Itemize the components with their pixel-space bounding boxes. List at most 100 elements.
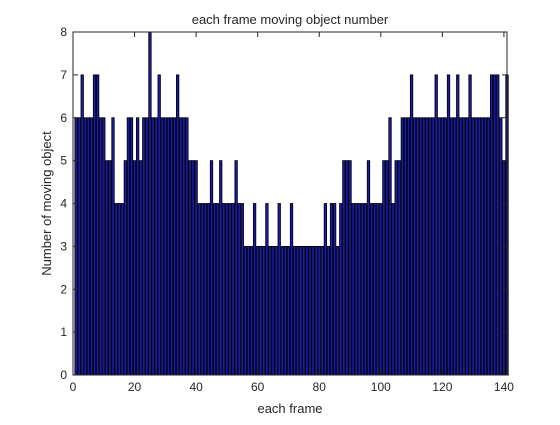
bar — [176, 74, 180, 376]
bar — [351, 203, 355, 376]
bar — [363, 203, 368, 376]
bar — [431, 117, 435, 376]
bar — [456, 74, 460, 376]
bar — [179, 117, 183, 376]
bar — [271, 245, 275, 376]
bar — [462, 117, 466, 376]
bar — [292, 245, 297, 376]
bar — [465, 117, 469, 376]
bar — [123, 160, 127, 376]
bar — [246, 245, 251, 376]
bar — [428, 117, 432, 376]
x-tick-label: 140 — [494, 380, 514, 394]
bar — [148, 31, 152, 376]
bar — [434, 74, 438, 376]
bar — [379, 203, 383, 376]
bar — [480, 117, 485, 376]
y-tick-label: 2 — [60, 282, 67, 296]
bar — [160, 117, 164, 376]
bar — [320, 245, 324, 376]
bar — [305, 245, 309, 376]
bar — [126, 117, 131, 376]
y-tick-label: 1 — [60, 325, 67, 339]
x-tick-label: 20 — [128, 380, 142, 394]
bar — [425, 117, 429, 376]
bar — [203, 203, 207, 376]
bar — [280, 245, 284, 376]
bar — [209, 160, 214, 376]
x-tick-label: 100 — [371, 380, 391, 394]
bar — [182, 117, 186, 376]
bar — [259, 245, 263, 376]
bar — [80, 74, 84, 376]
bar — [440, 117, 444, 376]
bar — [474, 117, 478, 376]
bar — [219, 160, 223, 376]
x-tick-label: 80 — [313, 380, 327, 394]
bar — [231, 203, 235, 376]
bar — [188, 160, 192, 376]
bar — [499, 117, 503, 376]
bar — [172, 117, 177, 376]
bar — [129, 117, 134, 376]
bar — [283, 245, 288, 376]
bar — [243, 245, 247, 376]
bar — [419, 117, 423, 376]
bar — [416, 117, 420, 376]
bar — [77, 117, 81, 376]
bar — [345, 160, 349, 376]
bar — [212, 203, 217, 376]
x-tick-label: 0 — [70, 380, 77, 394]
bar — [489, 74, 494, 376]
bar — [95, 74, 100, 376]
bar — [502, 160, 506, 376]
bar — [385, 160, 389, 376]
bar — [151, 117, 155, 376]
bar — [237, 203, 241, 376]
bar — [139, 160, 143, 376]
bar — [449, 117, 454, 376]
bar — [268, 245, 272, 376]
bar — [256, 245, 260, 376]
bar — [296, 245, 300, 376]
bar — [166, 117, 171, 376]
bar — [409, 74, 414, 376]
bar — [483, 117, 488, 376]
bar — [99, 117, 103, 376]
bar — [453, 117, 457, 376]
bars-group — [74, 31, 509, 376]
bar — [262, 245, 266, 376]
bar — [329, 203, 334, 376]
bar — [468, 74, 472, 376]
bar — [132, 160, 137, 376]
bar — [394, 160, 398, 376]
bar — [274, 245, 278, 376]
x-tick-label: 60 — [251, 380, 265, 394]
bar — [234, 160, 238, 376]
x-tick-label: 40 — [189, 380, 203, 394]
bar — [314, 245, 318, 376]
bar — [265, 203, 269, 376]
y-tick-label: 6 — [60, 111, 67, 125]
bar — [400, 117, 404, 376]
bar — [332, 203, 337, 376]
bar — [311, 245, 315, 376]
y-tick-label: 5 — [60, 154, 67, 168]
bar — [342, 160, 346, 376]
bar — [206, 203, 211, 376]
bar — [117, 203, 121, 376]
bar — [136, 117, 140, 376]
bar — [357, 203, 361, 376]
y-tick-label: 4 — [60, 197, 67, 211]
bar — [382, 160, 386, 376]
bar — [437, 117, 441, 376]
bar — [471, 117, 475, 376]
bar — [145, 117, 149, 376]
bar — [142, 117, 146, 376]
bar — [496, 74, 500, 376]
bar — [339, 203, 343, 376]
bar — [169, 117, 174, 376]
bar — [391, 203, 395, 376]
bar — [326, 245, 331, 376]
